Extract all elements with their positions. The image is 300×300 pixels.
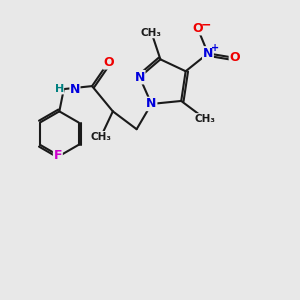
Text: N: N xyxy=(70,82,80,96)
Text: −: − xyxy=(201,18,211,31)
Text: +: + xyxy=(211,43,220,53)
Text: N: N xyxy=(134,71,145,84)
Text: CH₃: CH₃ xyxy=(91,132,112,142)
Text: N: N xyxy=(203,47,213,60)
Text: N: N xyxy=(146,98,157,110)
Text: O: O xyxy=(192,22,203,34)
Text: O: O xyxy=(230,51,240,64)
Text: F: F xyxy=(54,149,62,162)
Text: CH₃: CH₃ xyxy=(194,114,215,124)
Text: CH₃: CH₃ xyxy=(141,28,162,38)
Text: O: O xyxy=(103,56,114,69)
Text: H: H xyxy=(55,84,64,94)
